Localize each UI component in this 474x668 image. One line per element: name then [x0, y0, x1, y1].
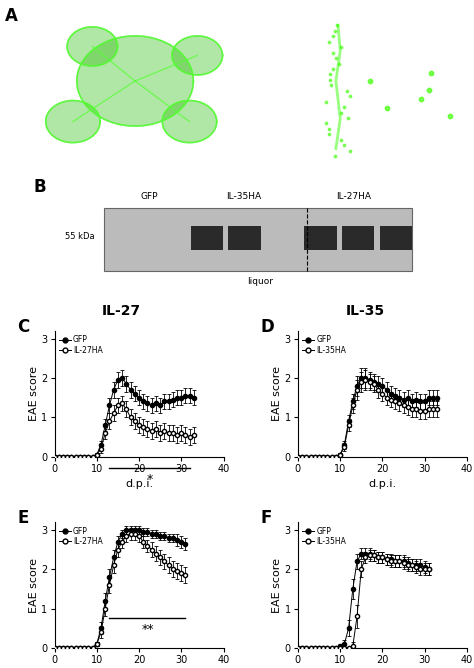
Point	[325, 36, 332, 47]
Point	[326, 69, 334, 79]
Text: IL-35: IL-35	[346, 304, 384, 318]
X-axis label: d.p.i.: d.p.i.	[125, 479, 153, 489]
Text: IL-35HA: IL-35HA	[227, 192, 262, 200]
Polygon shape	[162, 101, 217, 142]
Text: E: E	[18, 510, 29, 528]
Text: A: A	[5, 7, 18, 25]
Point	[331, 25, 338, 36]
Point	[325, 124, 333, 134]
Text: IL-27: IL-27	[101, 304, 140, 318]
Point	[325, 129, 333, 140]
Point	[329, 31, 337, 41]
Point	[343, 86, 351, 96]
Point	[322, 96, 329, 107]
Point	[337, 42, 345, 53]
Polygon shape	[46, 101, 100, 142]
Text: 55 kDa: 55 kDa	[65, 232, 95, 240]
Text: *: *	[146, 473, 153, 486]
Text: C: C	[18, 318, 29, 336]
Legend: GFP, IL-27HA: GFP, IL-27HA	[58, 526, 103, 547]
Polygon shape	[172, 36, 222, 75]
X-axis label: d.p.i.: d.p.i.	[368, 479, 396, 489]
Y-axis label: EAE score: EAE score	[272, 366, 282, 421]
FancyBboxPatch shape	[228, 226, 261, 250]
Y-axis label: EAE score: EAE score	[28, 558, 38, 613]
Polygon shape	[67, 27, 118, 66]
Point	[332, 53, 340, 63]
Point	[329, 47, 337, 58]
Legend: GFP, IL-27HA: GFP, IL-27HA	[58, 335, 103, 355]
Point	[333, 20, 341, 31]
Point	[326, 75, 334, 86]
Point	[327, 80, 334, 91]
Text: B: B	[33, 178, 46, 196]
Legend: GFP, IL-35HA: GFP, IL-35HA	[302, 335, 347, 355]
Text: **: **	[141, 623, 154, 636]
Point	[329, 63, 337, 74]
Point	[344, 113, 351, 124]
FancyBboxPatch shape	[191, 226, 223, 250]
Point	[346, 91, 354, 102]
FancyBboxPatch shape	[342, 226, 374, 250]
Bar	[362, 19, 454, 76]
Text: F: F	[261, 510, 272, 528]
FancyBboxPatch shape	[380, 226, 412, 250]
Point	[340, 102, 347, 112]
Point	[337, 107, 345, 118]
Point	[340, 140, 348, 150]
Point	[337, 134, 345, 145]
Text: GFP: GFP	[141, 192, 158, 200]
Y-axis label: EAE score: EAE score	[272, 558, 282, 613]
Point	[331, 151, 338, 162]
Point	[346, 146, 354, 156]
Point	[323, 118, 330, 129]
Point	[335, 58, 343, 69]
Legend: GFP, IL-35HA: GFP, IL-35HA	[302, 526, 347, 547]
Text: D: D	[261, 318, 274, 336]
Text: IL-27HA: IL-27HA	[336, 192, 371, 200]
FancyBboxPatch shape	[104, 208, 412, 271]
FancyBboxPatch shape	[304, 226, 337, 250]
Polygon shape	[77, 36, 193, 126]
Text: liquor: liquor	[247, 277, 273, 287]
Y-axis label: EAE score: EAE score	[28, 366, 38, 421]
